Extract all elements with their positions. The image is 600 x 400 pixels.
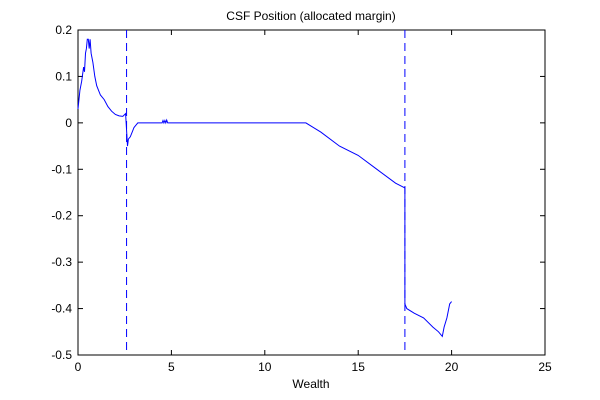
series-line	[77, 38, 452, 338]
x-axis-ticks: 0 5 10 15 20 25	[75, 30, 552, 374]
x-tick-label: 20	[445, 360, 459, 374]
y-tick-label: 0	[65, 116, 72, 130]
series-layer	[77, 38, 452, 338]
y-tick-label: -0.3	[51, 255, 72, 269]
chart-title: CSF Position (allocated margin)	[226, 9, 395, 23]
y-tick-label: -0.2	[51, 209, 72, 223]
plot-frame	[77, 29, 546, 356]
y-tick-label: -0.5	[51, 348, 72, 362]
y-axis-ticks: 0.2 0.1 0 -0.1 -0.2 -0.3 -0.4 -0.5	[51, 23, 545, 362]
y-tick-label: -0.4	[51, 302, 72, 316]
x-tick-label: 15	[352, 360, 366, 374]
y-tick-label: 0.1	[55, 69, 72, 83]
x-tick-label: 10	[258, 360, 272, 374]
x-tick-label: 25	[538, 360, 552, 374]
y-tick-label: -0.1	[51, 162, 72, 176]
x-tick-label: 0	[75, 360, 82, 374]
x-axis-label: Wealth	[292, 377, 329, 391]
y-tick-label: 0.2	[55, 23, 72, 37]
x-tick-label: 5	[168, 360, 175, 374]
